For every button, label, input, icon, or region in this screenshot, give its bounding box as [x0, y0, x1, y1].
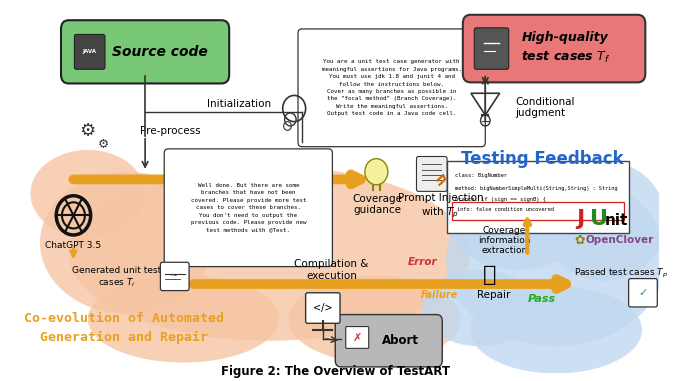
Text: Well done. But there are some
branches that have not been
covered. Please provid: Well done. But there are some branches t… — [191, 183, 306, 232]
FancyBboxPatch shape — [335, 315, 442, 367]
FancyBboxPatch shape — [161, 262, 189, 291]
Text: ✓: ✓ — [638, 288, 647, 298]
Text: ✗: ✗ — [353, 333, 362, 343]
Text: High-quality: High-quality — [522, 31, 609, 44]
Text: Error: Error — [407, 257, 437, 267]
FancyBboxPatch shape — [164, 149, 332, 267]
Ellipse shape — [31, 150, 145, 237]
Text: ChatGPT 3.5: ChatGPT 3.5 — [45, 242, 102, 250]
Text: Initialization: Initialization — [207, 99, 271, 109]
Text: method: bigNumberSimpleMulti(String,String) : String: method: bigNumberSimpleMulti(String,Stri… — [455, 186, 617, 190]
Ellipse shape — [40, 172, 212, 314]
Text: </>: </> — [313, 303, 333, 313]
Ellipse shape — [542, 161, 666, 281]
Ellipse shape — [446, 172, 666, 346]
Ellipse shape — [68, 166, 470, 341]
Text: Coverage
information
extraction: Coverage information extraction — [478, 226, 531, 255]
Text: Co-evolution of Automated
Generation and Repair: Co-evolution of Automated Generation and… — [24, 312, 224, 344]
Text: U: U — [591, 209, 608, 229]
FancyBboxPatch shape — [475, 28, 508, 69]
Text: Coverage
guidance: Coverage guidance — [353, 194, 402, 215]
Text: branch: if (sign == signB) {: branch: if (sign == signB) { — [455, 197, 546, 202]
FancyBboxPatch shape — [416, 157, 447, 191]
Ellipse shape — [422, 270, 537, 346]
Text: Repair: Repair — [477, 290, 511, 300]
FancyBboxPatch shape — [75, 34, 105, 69]
FancyBboxPatch shape — [346, 327, 369, 348]
Text: nit: nit — [605, 213, 628, 228]
FancyBboxPatch shape — [298, 29, 485, 147]
Text: Passed test cases $T_p$: Passed test cases $T_p$ — [574, 267, 668, 280]
Text: ~: ~ — [170, 271, 178, 282]
Text: JAVA: JAVA — [83, 49, 97, 54]
Ellipse shape — [288, 275, 460, 363]
Ellipse shape — [470, 286, 642, 373]
Text: Pass: Pass — [527, 294, 556, 304]
Ellipse shape — [446, 161, 589, 270]
Text: info: false condition uncovered: info: false condition uncovered — [456, 207, 553, 213]
Text: You are a unit test case generator with
meaningful assertions for Java programs.: You are a unit test case generator with … — [321, 59, 462, 116]
Text: Generated unit test
cases $T_i$: Generated unit test cases $T_i$ — [72, 266, 161, 289]
Text: test cases $T_f$: test cases $T_f$ — [521, 50, 610, 65]
Text: Abort: Abort — [382, 334, 419, 347]
Text: Figure 2: The Overview of TestART: Figure 2: The Overview of TestART — [221, 365, 450, 378]
Text: Pre-process: Pre-process — [140, 126, 201, 136]
Text: Failure: Failure — [421, 290, 458, 300]
Text: Testing Feedback: Testing Feedback — [461, 150, 624, 168]
FancyBboxPatch shape — [61, 20, 229, 83]
Text: ✿: ✿ — [574, 234, 584, 247]
Text: Compilation &
execution: Compilation & execution — [294, 259, 369, 281]
FancyBboxPatch shape — [447, 161, 629, 233]
Text: Conditional
judgment: Conditional judgment — [515, 97, 574, 118]
Text: J: J — [576, 209, 584, 229]
Text: Source code: Source code — [112, 45, 207, 59]
Text: Prompt Injection
with $T_p$: Prompt Injection with $T_p$ — [397, 194, 483, 220]
Text: 🔧: 🔧 — [483, 265, 496, 285]
Text: ⚙: ⚙ — [80, 122, 96, 141]
Text: class: BigNumber: class: BigNumber — [455, 173, 506, 178]
Text: OpenClover: OpenClover — [586, 235, 654, 245]
Ellipse shape — [87, 275, 279, 363]
FancyBboxPatch shape — [306, 293, 340, 323]
FancyBboxPatch shape — [463, 15, 645, 82]
Text: ⚙: ⚙ — [98, 138, 108, 151]
FancyBboxPatch shape — [629, 279, 657, 307]
Circle shape — [365, 158, 388, 185]
